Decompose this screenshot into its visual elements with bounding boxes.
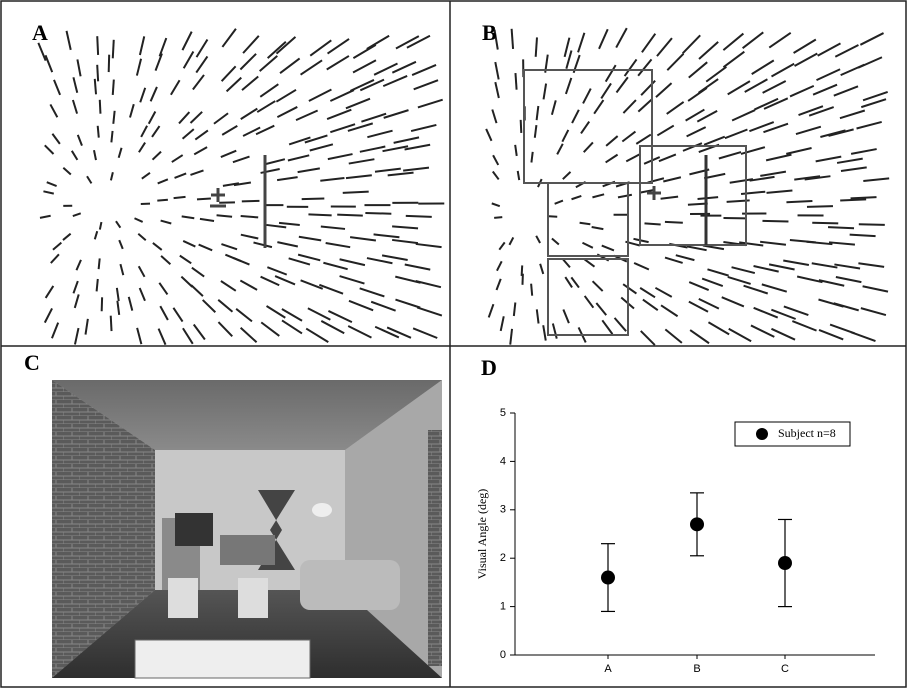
- x-tick-label: A: [604, 663, 612, 675]
- flow-segment: [113, 111, 114, 124]
- flow-segment: [174, 197, 186, 198]
- flow-segment: [665, 222, 683, 223]
- y-tick-label: 2: [500, 552, 506, 564]
- flow-segment: [531, 152, 532, 163]
- flow-segment: [536, 37, 537, 56]
- point: [690, 517, 704, 531]
- flow-segment: [111, 316, 112, 331]
- legend-marker: [756, 428, 768, 440]
- y-axis-label: Visual Angle (deg): [475, 489, 489, 580]
- y-tick-label: 1: [500, 601, 506, 613]
- flow-segment: [828, 227, 854, 228]
- flow-segment: [97, 36, 98, 55]
- panel-label: D: [481, 355, 497, 380]
- flow-segment: [531, 284, 532, 296]
- flow-segment: [111, 131, 112, 142]
- flow-segment: [113, 40, 114, 58]
- flow-segment: [521, 120, 522, 133]
- flow-segment: [762, 221, 788, 222]
- flow-segment: [308, 214, 331, 215]
- flow-segment: [99, 258, 100, 269]
- flow-segment: [302, 198, 325, 199]
- x-tick-label: B: [693, 663, 700, 675]
- flow-segment: [197, 198, 211, 199]
- flow-segment: [241, 216, 259, 217]
- flow-segment: [365, 213, 391, 214]
- flow-segment: [337, 215, 363, 216]
- flow-segment: [840, 199, 866, 200]
- flow-segment: [859, 224, 885, 225]
- flow-segment: [97, 279, 98, 291]
- flow-segment: [98, 126, 99, 138]
- flow-segment: [343, 192, 369, 193]
- flow-segment: [515, 73, 516, 90]
- flow-segment: [95, 79, 96, 94]
- flow-segment: [217, 215, 233, 216]
- figure: A B C D Visual Angle (deg) 0 1 2 3 4 5 A B C Subj…: [0, 0, 907, 688]
- room-scene: [52, 380, 442, 678]
- flow-segment: [100, 100, 101, 114]
- y-tick-label: 3: [500, 504, 506, 516]
- y-tick-label: 4: [500, 455, 506, 467]
- y-tick-label: 5: [500, 407, 506, 419]
- flow-segment: [494, 217, 502, 218]
- point: [778, 556, 792, 570]
- flow-segment: [786, 201, 812, 202]
- flow-segment: [851, 197, 877, 198]
- x-tick-label: C: [781, 663, 789, 675]
- flow-segment: [406, 216, 432, 217]
- legend-label: Subject n=8: [778, 426, 836, 440]
- flow-segment: [97, 65, 98, 82]
- panel-label: C: [24, 350, 40, 375]
- flow-segment: [644, 223, 660, 224]
- flow-segment: [812, 223, 838, 224]
- point: [601, 571, 615, 585]
- y-tick-label: 0: [500, 649, 506, 661]
- panel-label: B: [482, 20, 497, 45]
- flow-segment: [807, 206, 833, 207]
- flow-segment: [157, 200, 168, 201]
- flow-segment: [113, 80, 114, 95]
- panel-label: A: [32, 20, 48, 45]
